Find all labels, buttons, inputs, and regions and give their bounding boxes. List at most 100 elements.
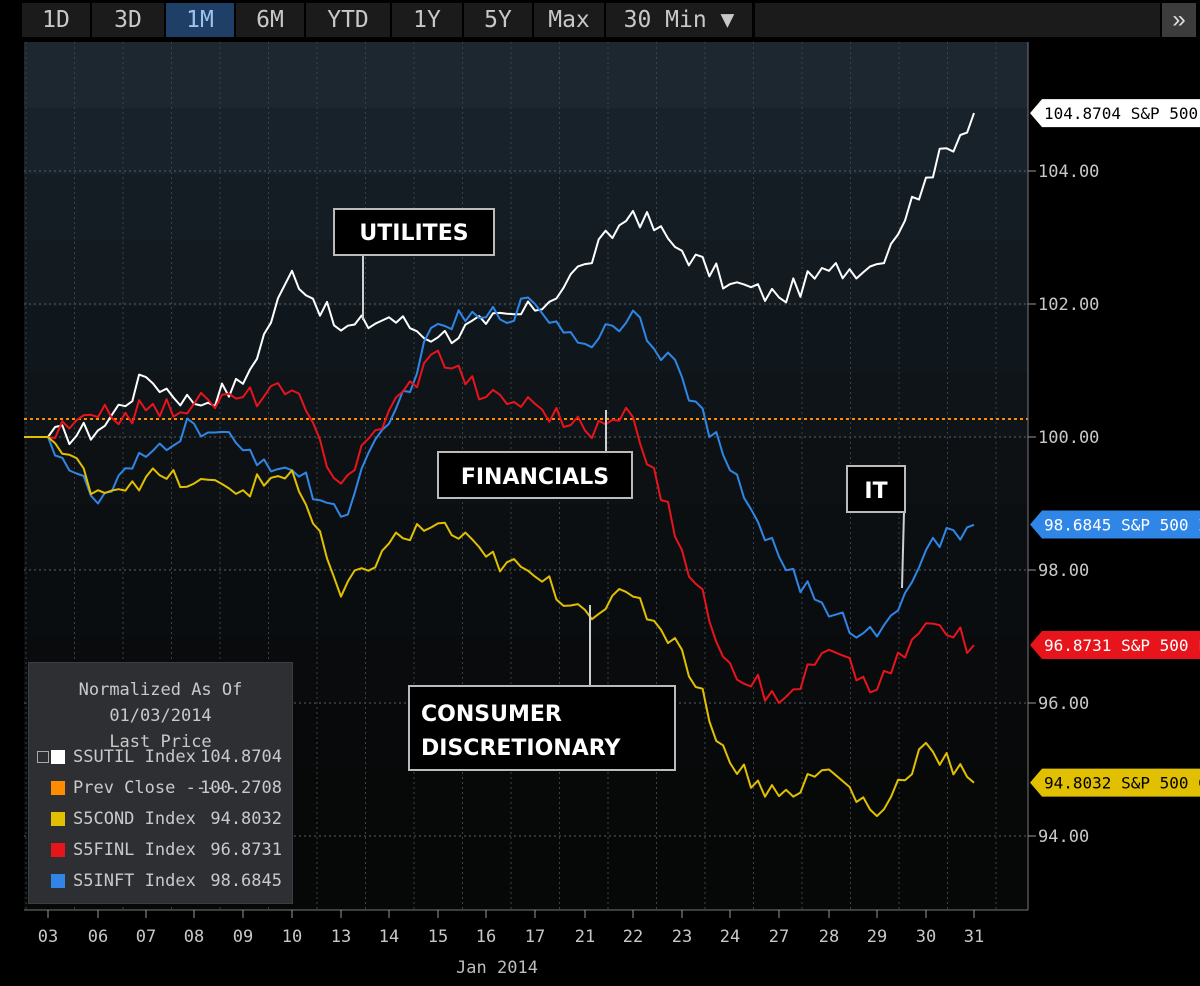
annotation-consumer-label-2: DISCRETIONARY bbox=[421, 736, 621, 761]
x-tick-label: 31 bbox=[964, 927, 984, 947]
background-bands bbox=[24, 42, 1028, 910]
x-tick-label: 13 bbox=[331, 927, 351, 947]
expand-button[interactable]: » bbox=[1162, 3, 1196, 37]
x-tick-label: 09 bbox=[233, 927, 253, 947]
tab-max[interactable]: Max bbox=[534, 3, 606, 37]
annotation-utilities: UTILITES bbox=[333, 208, 495, 320]
price-tag-bg bbox=[1030, 630, 1200, 659]
price-tag-bg bbox=[1030, 768, 1200, 797]
x-tick-label: 22 bbox=[623, 927, 643, 947]
legend-item-name: Prev Close ----- bbox=[73, 778, 237, 798]
legend-item[interactable]: S5INFT Index 98.6845 bbox=[29, 867, 292, 897]
price-tag: 94.8032 S&P 500 C bbox=[1030, 768, 1200, 797]
series-line-s5finl bbox=[24, 349, 975, 704]
x-tick-label: 24 bbox=[720, 927, 740, 947]
legend-item[interactable]: SSUTIL Index 104.8704 bbox=[29, 743, 292, 773]
x-tick-label: 29 bbox=[867, 927, 887, 947]
background-band bbox=[24, 306, 1028, 372]
background-band bbox=[24, 570, 1028, 636]
price-tag-label: 94.8032 S&P 500 C bbox=[1044, 774, 1200, 793]
legend-item[interactable]: S5FINL Index 96.8731 bbox=[29, 836, 292, 866]
legend-swatch bbox=[51, 750, 65, 764]
x-tick-label: 27 bbox=[769, 927, 789, 947]
annotation-financials: FINANCIALS bbox=[437, 410, 633, 499]
x-tick-label: 08 bbox=[184, 927, 204, 947]
y-tick-label: 100.00 bbox=[1038, 428, 1099, 448]
tab-5y[interactable]: 5Y bbox=[464, 3, 534, 37]
annotation-utilities-label: UTILITES bbox=[359, 221, 468, 246]
price-tag-bg bbox=[1030, 510, 1200, 539]
y-tick-label: 98.00 bbox=[1038, 561, 1089, 581]
x-tick-label: 17 bbox=[525, 927, 545, 947]
legend-item-name: S5INFT Index bbox=[73, 871, 196, 891]
x-tick-label: 23 bbox=[672, 927, 692, 947]
legend-item[interactable]: Prev Close ----- 100.2708 bbox=[29, 774, 292, 804]
y-tick-label: 102.00 bbox=[1038, 295, 1099, 315]
y-tick-label: 96.00 bbox=[1038, 694, 1089, 714]
background-band bbox=[24, 504, 1028, 570]
tab-6m[interactable]: 6M bbox=[236, 3, 306, 37]
legend-swatch bbox=[51, 812, 65, 826]
x-month-label: Jan 2014 bbox=[456, 958, 538, 978]
series-line-ssutil bbox=[24, 112, 975, 446]
legend-item-name: S5COND Index bbox=[73, 809, 196, 829]
x-tick-label: 14 bbox=[379, 927, 399, 947]
price-tag-label: 104.8704 S&P 500 U bbox=[1044, 104, 1200, 123]
x-tick-label: 21 bbox=[575, 927, 595, 947]
y-tick-label: 104.00 bbox=[1038, 162, 1099, 182]
collapse-bracket-icon[interactable] bbox=[37, 751, 49, 763]
tab-1m[interactable]: 1M bbox=[166, 3, 236, 37]
tab-3d[interactable]: 3D bbox=[92, 3, 166, 37]
annotation-it-label: IT bbox=[864, 479, 887, 504]
x-tick-label: 28 bbox=[819, 927, 839, 947]
interval-dropdown[interactable]: 30 Min ▼ bbox=[606, 3, 754, 37]
x-tick-label: 16 bbox=[476, 927, 496, 947]
legend-item-value: 94.8032 bbox=[210, 809, 282, 829]
legend-swatch bbox=[51, 843, 65, 857]
tab-1y[interactable]: 1Y bbox=[392, 3, 464, 37]
price-tag-label: 98.6845 S&P 500 I bbox=[1044, 515, 1200, 534]
background-band bbox=[24, 900, 1028, 910]
background-band bbox=[24, 372, 1028, 438]
legend-item-name: S5FINL Index bbox=[73, 840, 196, 860]
price-tag-label: 96.8731 S&P 500 F bbox=[1044, 636, 1200, 655]
background-band bbox=[24, 240, 1028, 306]
legend-title: Normalized As Of 01/03/2014 bbox=[78, 680, 243, 726]
y-tick-label: 94.00 bbox=[1038, 827, 1089, 847]
background-band bbox=[24, 42, 1028, 108]
annotation-consumer-label-1: CONSUMER bbox=[421, 702, 562, 727]
legend-swatch bbox=[51, 781, 65, 795]
legend-item-value: 100.2708 bbox=[200, 778, 282, 798]
background-band bbox=[24, 174, 1028, 240]
x-axis: 03 06 07 08 09 10 13 14 15 16 17 21 22 23 24 27 28 29 30 31 bbox=[24, 909, 1028, 947]
y-axis: 94.00 96.00 98.00 100.00 102.00 104.00 bbox=[1027, 42, 1099, 910]
annotation-financials-label: FINANCIALS bbox=[461, 465, 609, 490]
range-toolbar: 1D 3D 1M 6M YTD 1Y 5Y Max 30 Min ▼ » bbox=[0, 0, 1200, 42]
legend-subtitle: Last Price bbox=[109, 732, 212, 752]
legend-swatch bbox=[51, 874, 65, 888]
x-tick-label: 06 bbox=[88, 927, 108, 947]
legend-panel: Normalized As Of 01/03/2014 Last Price S… bbox=[28, 662, 293, 904]
legend-item-value: 96.8731 bbox=[210, 840, 282, 860]
legend-item[interactable]: S5COND Index 94.8032 bbox=[29, 805, 292, 835]
x-tick-label: 10 bbox=[282, 927, 302, 947]
legend-item-name: SSUTIL Index bbox=[73, 747, 196, 767]
annotation-consumer-discretionary: CONSUMER DISCRETIONARY bbox=[408, 605, 676, 771]
price-tags: 104.8704 S&P 500 U 98.6845 S&P 500 I 96.87… bbox=[1030, 99, 1200, 797]
x-tick-label: 30 bbox=[916, 927, 936, 947]
price-tag: 104.8704 S&P 500 U bbox=[1030, 99, 1200, 128]
tab-ytd[interactable]: YTD bbox=[306, 3, 392, 37]
x-tick-label: 03 bbox=[38, 927, 58, 947]
series-lines bbox=[24, 112, 975, 818]
x-tick-label: 15 bbox=[428, 927, 448, 947]
series-line-s5cond bbox=[24, 436, 975, 818]
series-line-s5inft bbox=[24, 296, 975, 639]
annotation-it: IT bbox=[846, 465, 906, 589]
tab-1d[interactable]: 1D bbox=[22, 3, 92, 37]
price-tag: 98.6845 S&P 500 I bbox=[1030, 510, 1200, 539]
legend-item-value: 104.8704 bbox=[200, 747, 282, 767]
price-tag: 96.8731 S&P 500 F bbox=[1030, 630, 1200, 659]
price-tag-bg bbox=[1030, 99, 1200, 128]
legend-item-value: 98.6845 bbox=[210, 871, 282, 891]
